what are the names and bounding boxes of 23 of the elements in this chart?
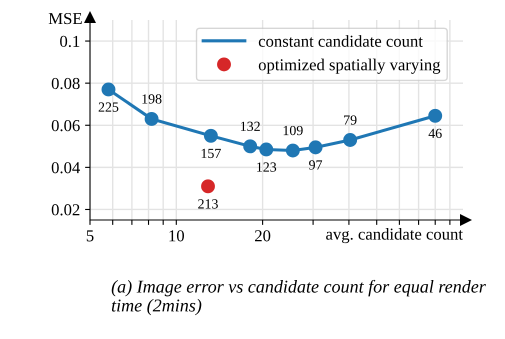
y-tick-label: 0.04 xyxy=(52,162,80,174)
y-tick-label: 0.02 xyxy=(52,204,80,216)
annotation: 225 xyxy=(98,102,118,112)
x-tick-label: 5 xyxy=(86,230,94,242)
annotation: 109 xyxy=(284,126,303,136)
y-tick-label: 0.06 xyxy=(52,120,80,132)
annotation: 132 xyxy=(240,122,260,131)
annotation: 79 xyxy=(344,115,357,125)
x-tick-label: 10 xyxy=(169,230,184,242)
legend-label: constant candidate count xyxy=(258,35,423,47)
annotation: 97 xyxy=(309,160,322,170)
legend-label: optimized spatially varying xyxy=(258,58,440,74)
annotation: 157 xyxy=(202,148,221,158)
y-tick-label: 0.1 xyxy=(60,36,80,48)
annotation: 213 xyxy=(198,199,218,209)
text: (a) Image error vs candidate count for equal render time (2mins) xyxy=(112,280,486,316)
x-axis-title: avg. candidate count xyxy=(326,228,463,244)
y-axis-title: MSE xyxy=(48,12,82,24)
y-tick-label: 0.08 xyxy=(52,78,80,90)
annotation: 46 xyxy=(428,128,442,138)
annotation: 198 xyxy=(142,94,162,104)
x-tick-label: 20 xyxy=(255,230,270,242)
annotation: 123 xyxy=(257,162,276,172)
